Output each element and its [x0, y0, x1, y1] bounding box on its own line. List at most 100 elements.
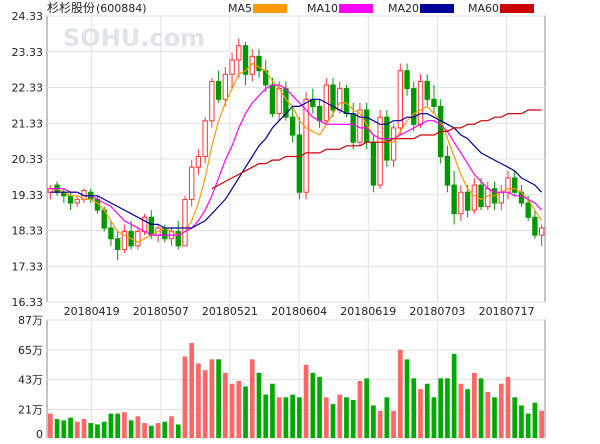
- volume-bar: [196, 363, 201, 438]
- candle-down: [330, 84, 336, 111]
- volume-bar: [249, 359, 255, 438]
- date-tick-label: 20180507: [133, 305, 189, 318]
- volume-bar: [115, 413, 121, 438]
- volume-tick-label: 87万: [18, 314, 43, 327]
- volume-bar: [182, 356, 188, 438]
- volume-bar: [189, 343, 195, 438]
- legend-swatch: [339, 4, 373, 13]
- volume-bar: [202, 370, 208, 438]
- volume-bar: [397, 349, 403, 438]
- candle-down: [478, 184, 484, 208]
- volume-bar: [303, 364, 309, 438]
- price-tick-label: 22.33: [12, 82, 44, 95]
- candle-up: [182, 198, 188, 247]
- volume-bar: [175, 424, 181, 438]
- volume-bar: [492, 397, 497, 438]
- volume-bar: [377, 410, 383, 438]
- volume-bar: [148, 425, 154, 438]
- candle-down: [316, 105, 323, 122]
- volume-bar: [391, 410, 396, 438]
- candle-up: [377, 116, 383, 186]
- volume-bar: [290, 394, 295, 438]
- volume-tick-label: 21万: [18, 404, 43, 417]
- candle-down: [256, 55, 262, 72]
- volume-bar: [384, 397, 390, 438]
- candle-up: [485, 188, 491, 208]
- candle-up: [471, 184, 478, 211]
- date-tick-label: 20180619: [340, 305, 396, 318]
- volume-bar: [317, 376, 322, 438]
- candle-down: [370, 141, 377, 186]
- volume-bar: [209, 359, 215, 438]
- volume-bar: [350, 400, 356, 438]
- volume-bar: [519, 405, 524, 438]
- price-tick-label: 21.33: [12, 117, 44, 130]
- candle-down: [525, 202, 531, 218]
- volume-bar: [323, 397, 329, 438]
- price-tick-label: 24.33: [12, 10, 44, 23]
- volume-bar: [411, 378, 417, 438]
- moving-averages: [50, 62, 543, 243]
- candle-down: [512, 177, 518, 193]
- volume-bar: [330, 404, 336, 438]
- volume-bar: [424, 383, 430, 438]
- volume-bar: [243, 386, 248, 438]
- volume-bar: [431, 397, 437, 438]
- volume-bars: [48, 343, 544, 438]
- candle-up: [337, 88, 343, 111]
- candle-down: [532, 216, 538, 236]
- axes: 24.33 23.33 22.33 21.33 20.33 19.33 18.33 17.33…: [12, 10, 535, 441]
- candle-up: [209, 80, 215, 122]
- legend-label: MA60: [468, 2, 499, 15]
- volume-bar: [128, 420, 134, 438]
- candle-up: [357, 109, 363, 143]
- ma-line-ma20: [50, 98, 543, 229]
- candle-down: [343, 88, 350, 115]
- ma-line-ma5: [50, 62, 543, 243]
- volume-bar: [236, 381, 242, 438]
- date-tick-label: 20180717: [479, 305, 535, 318]
- watermark: SOHU.com: [63, 24, 205, 52]
- candle-down: [162, 227, 168, 240]
- volume-tick-label: 65万: [18, 344, 43, 357]
- volume-bar: [445, 378, 450, 438]
- legend-label: MA5: [228, 2, 252, 15]
- volume-bar: [404, 359, 410, 438]
- price-tick-label: 18.33: [12, 225, 44, 238]
- candle-down: [411, 88, 417, 125]
- candle-up: [195, 155, 202, 168]
- volume-bar: [276, 397, 282, 438]
- candle-up: [222, 73, 229, 100]
- price-tick-label: 17.33: [12, 260, 44, 273]
- volume-bar: [478, 378, 484, 438]
- candle-up: [538, 227, 545, 236]
- candle-up: [236, 45, 242, 61]
- candle-down: [269, 84, 276, 115]
- candle-up: [121, 231, 128, 250]
- volume-bar: [229, 383, 235, 438]
- candle-up: [135, 231, 141, 247]
- candle-up: [498, 191, 504, 204]
- candle-down: [242, 45, 249, 75]
- volume-bar: [525, 413, 531, 438]
- price-tick-label: 16.33: [12, 296, 44, 309]
- volume-bar: [357, 381, 363, 438]
- volume-bar: [283, 397, 289, 438]
- stock-code: (600884): [96, 2, 147, 15]
- date-tick-label: 20180703: [409, 305, 465, 318]
- candle-down: [444, 155, 451, 186]
- candle-up: [276, 88, 282, 115]
- candle-up: [229, 59, 235, 75]
- volume-bar: [512, 397, 518, 438]
- ma-line-ma10: [50, 84, 543, 236]
- candle-down: [114, 238, 121, 250]
- volume-bar: [458, 383, 464, 438]
- volume-bar: [344, 397, 349, 438]
- volume-bar: [310, 372, 316, 438]
- volume-bar: [135, 416, 141, 438]
- legend-swatch: [420, 4, 454, 13]
- candle-down: [148, 216, 154, 236]
- candle-up: [47, 188, 54, 193]
- candle-down: [67, 195, 74, 204]
